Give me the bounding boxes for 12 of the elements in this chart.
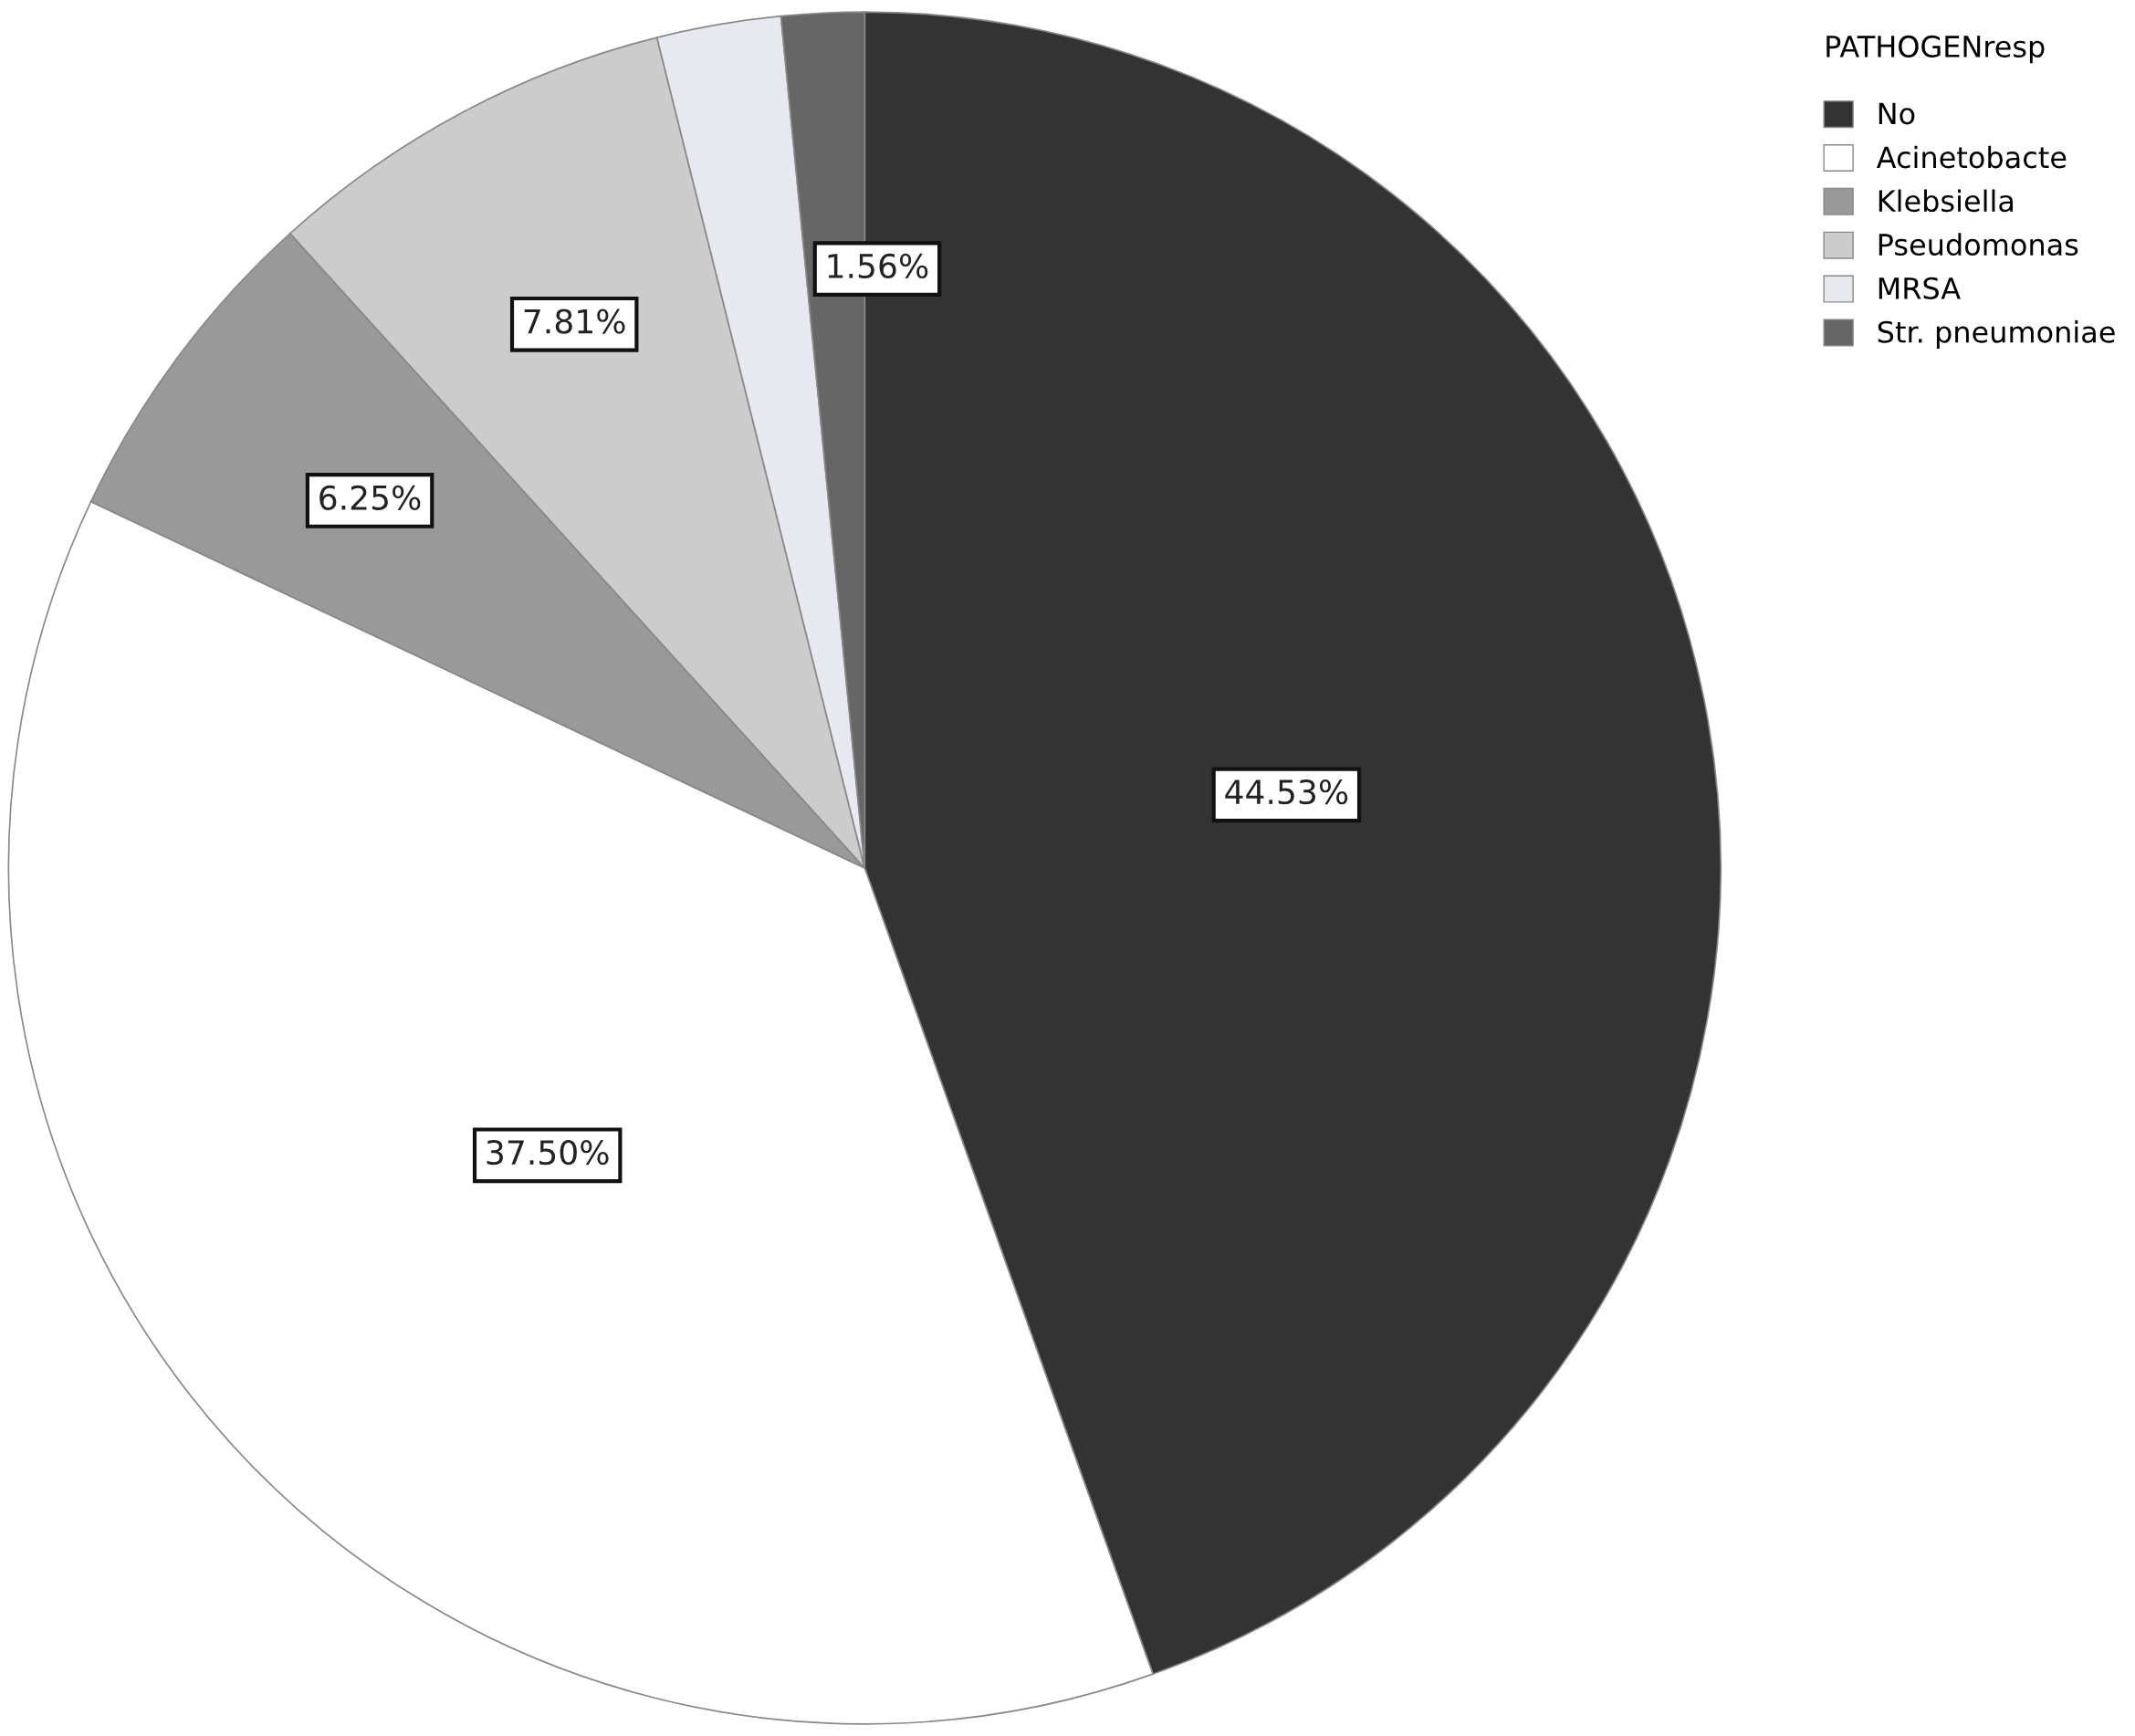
legend-label: Acinetobacte — [1876, 145, 2067, 169]
data-label: 6.25% — [319, 485, 421, 510]
legend-title: PATHOGENresp — [1826, 35, 2045, 64]
data-label: 44.53% — [1225, 779, 1348, 805]
legend-label: Str. pneumoniae — [1878, 320, 2115, 349]
legend-label: No — [1879, 102, 1915, 125]
data-label: 7.81% — [524, 309, 625, 334]
legend-label: Pseudomonas — [1879, 233, 2078, 256]
data-label: 1.56% — [828, 253, 928, 279]
legend-label: Klebsiella — [1879, 189, 2014, 213]
data-label: 37.50% — [487, 1139, 609, 1166]
legend-label: MRSA — [1879, 277, 1961, 299]
